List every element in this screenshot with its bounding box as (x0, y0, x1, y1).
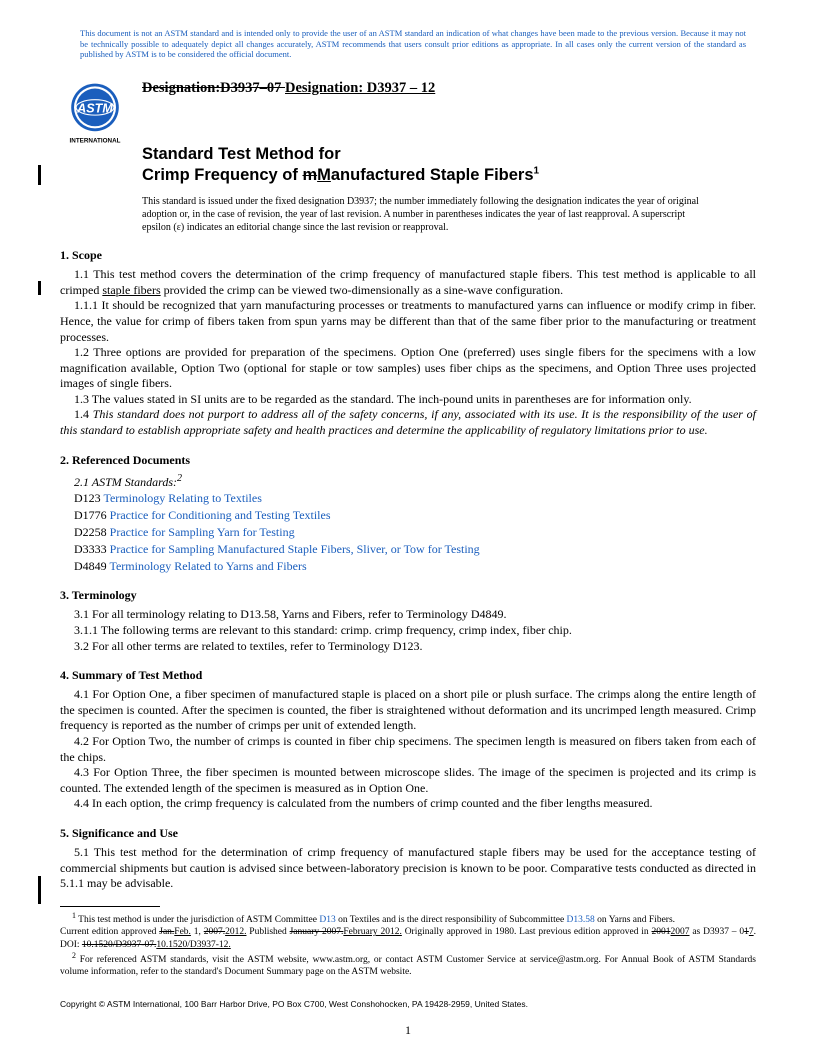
para-1-1: 1.1 This test method covers the determin… (60, 267, 756, 298)
ref-item: D4849 Terminology Related to Yarns and F… (60, 558, 756, 575)
title-line1: Standard Test Method for (142, 144, 756, 165)
title-block: Standard Test Method for Crimp Frequency… (142, 144, 756, 185)
ref-item: D123 Terminology Relating to Textiles (60, 490, 756, 507)
title-line2: Crimp Frequency of mManufactured Staple … (142, 165, 756, 186)
para-4-4: 4.4 In each option, the crimp frequency … (60, 796, 756, 812)
para-1-3: 1.3 The values stated in SI units are to… (60, 392, 756, 408)
para-1-2: 1.2 Three options are provided for prepa… (60, 345, 756, 392)
header-block: ASTM INTERNATIONAL Designation:D3937–07 … (60, 78, 756, 148)
para-4-2: 4.2 For Option Two, the number of crimps… (60, 734, 756, 765)
astm-logo: ASTM INTERNATIONAL (60, 78, 130, 148)
designation-new: Designation: D3937 – 12 (285, 80, 435, 96)
svg-text:INTERNATIONAL: INTERNATIONAL (70, 137, 121, 144)
section-2-heading: 2. Referenced Documents (60, 453, 756, 468)
para-1-4: 1.4 1.4 This standard does not purport t… (60, 407, 756, 438)
copyright: Copyright © ASTM International, 100 Barr… (60, 999, 756, 1009)
para-3-1-1: 3.1.1 The following terms are relevant t… (60, 623, 756, 639)
change-bar (38, 165, 41, 185)
disclaimer-text: This document is not an ASTM standard an… (80, 28, 746, 60)
ref-item: D1776 Practice for Conditioning and Test… (60, 507, 756, 524)
para-4-3: 4.3 For Option Three, the fiber specimen… (60, 765, 756, 796)
para-3-1: 3.1 For all terminology relating to D13.… (60, 607, 756, 623)
change-bar (38, 281, 41, 295)
para-3-2: 3.2 For all other terms are related to t… (60, 639, 756, 655)
ref-item: D2258 Practice for Sampling Yarn for Tes… (60, 524, 756, 541)
para-1-1-1: 1.1.1 It should be recognized that yarn … (60, 298, 756, 345)
section-4-heading: 4. Summary of Test Method (60, 668, 756, 683)
ref-item: D3333 Practice for Sampling Manufactured… (60, 541, 756, 558)
section-1-heading: 1. Scope (60, 248, 756, 263)
footnote-2: 2 For referenced ASTM standards, visit t… (60, 951, 756, 979)
change-bar (38, 876, 41, 904)
footnote-1-line2: Current edition approved Jan.Feb. 1, 200… (60, 926, 756, 951)
footnote-separator (60, 906, 160, 907)
issuance-note: This standard is issued under the fixed … (142, 195, 716, 234)
para-5-1: 5.1 This test method for the determinati… (60, 845, 756, 892)
page-number: 1 (0, 1023, 816, 1038)
section-5-heading: 5. Significance and Use (60, 826, 756, 841)
footnote-1: 1 This test method is under the jurisdic… (60, 911, 756, 927)
svg-text:ASTM: ASTM (76, 101, 113, 115)
designation: Designation:D3937–07 Designation: D3937 … (142, 78, 435, 97)
para-2-1: 2.1 ASTM Standards:2 (60, 472, 756, 491)
designation-old: Designation:D3937–07 (142, 80, 285, 96)
para-4-1: 4.1 For Option One, a fiber specimen of … (60, 687, 756, 734)
section-3-heading: 3. Terminology (60, 588, 756, 603)
